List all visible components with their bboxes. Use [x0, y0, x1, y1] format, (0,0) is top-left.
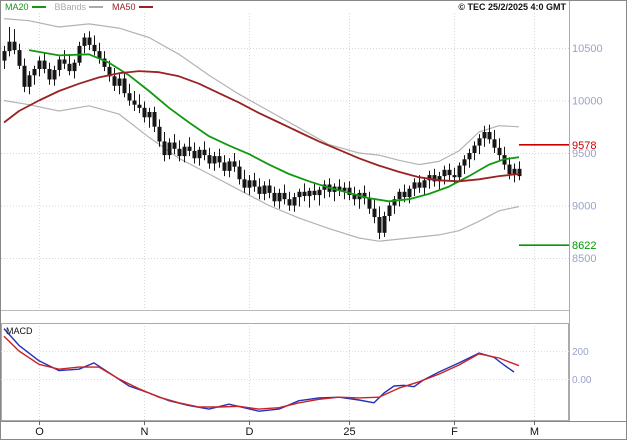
- legend-label-ma20: MA20: [5, 2, 29, 12]
- legend-label-ma50: MA50: [112, 2, 136, 12]
- macd-panel: 200 0.00: [1, 323, 592, 421]
- legend-swatch-bbands-icon: [89, 6, 104, 8]
- ma20-line: [28, 49, 520, 203]
- svg-text:10500: 10500: [572, 43, 603, 55]
- legend-item-ma20: MA20: [5, 2, 46, 12]
- legend-swatch-ma50-icon: [138, 6, 153, 8]
- svg-text:200: 200: [572, 347, 589, 358]
- legend-swatch-ma20-icon: [31, 6, 46, 8]
- panel-borders: [1, 1, 570, 421]
- indicator-legend: MA20 BBands MA50: [5, 2, 153, 12]
- price-gridlines: [1, 13, 569, 421]
- svg-text:9500: 9500: [572, 148, 596, 160]
- svg-text:9578: 9578: [572, 140, 596, 152]
- svg-text:F: F: [451, 426, 458, 438]
- svg-text:N: N: [141, 426, 149, 438]
- bollinger-bands: [3, 18, 520, 242]
- x-axis: O N D 25 F M: [1, 421, 626, 438]
- price-axis-labels: 10500 10000 9500 9000 8500: [572, 43, 603, 265]
- legend-label-bbands: BBands: [54, 2, 87, 12]
- svg-text:25: 25: [343, 426, 355, 438]
- svg-text:9000: 9000: [572, 201, 596, 213]
- legend-item-ma50: MA50: [112, 2, 153, 12]
- svg-text:M: M: [530, 426, 539, 438]
- candles: [2, 27, 522, 240]
- svg-text:10000: 10000: [572, 96, 603, 108]
- level-lines: 9578 8622: [519, 140, 596, 252]
- svg-text:8500: 8500: [572, 253, 596, 265]
- svg-text:O: O: [35, 426, 44, 438]
- svg-text:8622: 8622: [572, 240, 596, 252]
- svg-text:D: D: [246, 426, 254, 438]
- ma50-line: [3, 70, 520, 183]
- copyright-text: © TEC 25/2/2025 4:0 GMT: [458, 2, 566, 12]
- legend-item-bbands: BBands: [55, 2, 104, 12]
- svg-text:0.00: 0.00: [572, 375, 592, 386]
- macd-panel-title: MACD: [6, 326, 33, 336]
